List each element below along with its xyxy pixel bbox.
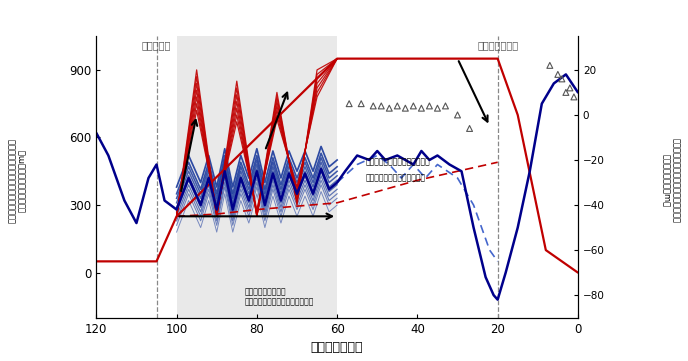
Point: [416, 105, 427, 111]
Text: 従来の数値計算結果（破線）: 従来の数値計算結果（破線）: [365, 174, 425, 183]
Point: [464, 126, 475, 131]
Point: [367, 103, 378, 109]
Point: [343, 101, 355, 106]
Point: [400, 105, 411, 111]
Point: [557, 76, 568, 82]
Point: [384, 105, 395, 111]
Point: [544, 62, 555, 68]
Point: [376, 103, 387, 109]
Point: [440, 103, 451, 109]
Text: 最終間氷期: 最終間氷期: [142, 40, 171, 51]
Text: ラングホブデ（リュツォ・ホルム湾）
における海水準（m）: ラングホブデ（リュツォ・ホルム湾） における海水準（m）: [661, 138, 680, 223]
Point: [452, 112, 463, 118]
Bar: [177, 36, 337, 318]
X-axis label: 年代（千年前）: 年代（千年前）: [311, 341, 363, 354]
Point: [560, 90, 571, 95]
Point: [564, 85, 575, 91]
Point: [408, 103, 419, 109]
Point: [432, 105, 443, 111]
Text: 最終氷期最盛期: 最終氷期最盛期: [477, 40, 518, 51]
Text: ラングホブデ（リュツォ・ホルム湾）
における氷床厚変化（m）: ラングホブデ（リュツォ・ホルム湾） における氷床厚変化（m）: [8, 138, 27, 223]
Point: [356, 101, 367, 106]
Point: [392, 103, 403, 109]
Point: [424, 103, 435, 109]
Point: [552, 71, 563, 77]
Point: [568, 94, 579, 100]
Text: 本研究で示唆された
東南極氷床の一部が成長した時期: 本研究で示唆された 東南極氷床の一部が成長した時期: [245, 287, 314, 306]
Text: 本研究の数値計算結果（実線）: 本研究の数値計算結果（実線）: [365, 158, 430, 167]
